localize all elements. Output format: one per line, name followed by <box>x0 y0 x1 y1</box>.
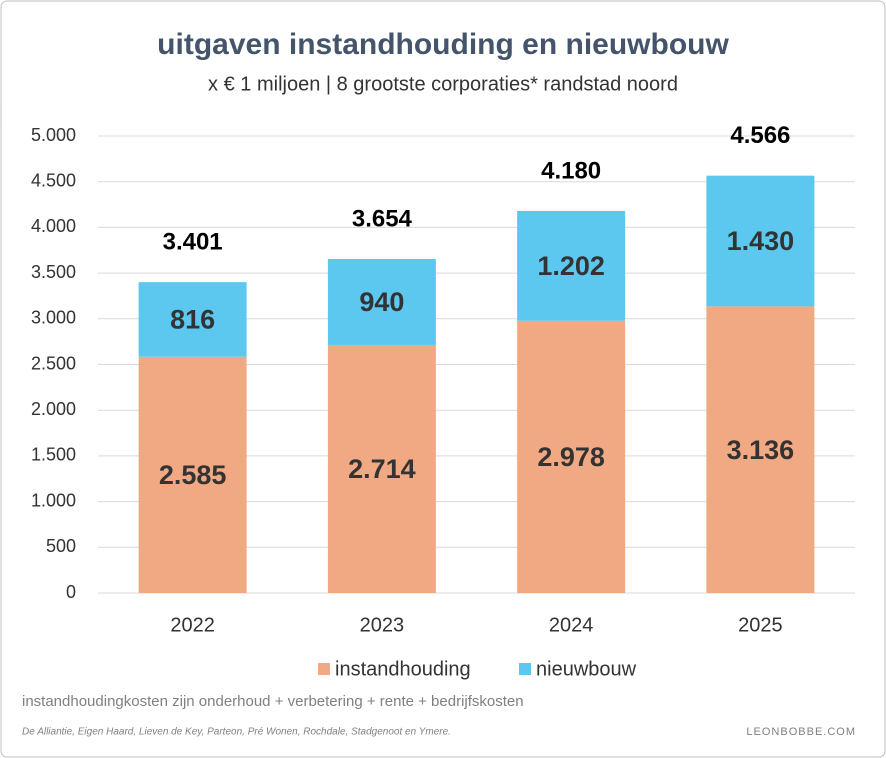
x-tick-label: 2024 <box>549 614 594 636</box>
bar-segment <box>517 320 626 593</box>
chart-subtitle: x € 1 miljoen | 8 grootste corporaties* … <box>208 73 678 95</box>
value-label: 2.978 <box>537 442 605 472</box>
legend-swatch <box>519 663 531 675</box>
y-tick-label: 1.500 <box>31 445 76 465</box>
x-tick-label: 2025 <box>738 614 783 636</box>
value-label: 3.136 <box>727 435 795 465</box>
bar-segment <box>706 306 815 593</box>
value-label: 1.202 <box>537 251 605 281</box>
bar-segment <box>517 210 626 321</box>
total-label: 3.401 <box>163 228 223 255</box>
legend-swatch <box>318 663 330 675</box>
total-label: 3.654 <box>352 205 413 232</box>
bar-segment <box>706 175 815 307</box>
legend-label: nieuwbouw <box>536 658 637 680</box>
legend-label: instandhouding <box>335 658 471 680</box>
x-tick-label: 2022 <box>170 614 215 636</box>
value-label: 2.585 <box>159 460 227 490</box>
y-tick-label: 3.500 <box>31 262 76 282</box>
note: instandhoudingkosten zijn onderhoud + ve… <box>22 693 524 710</box>
y-tick-label: 2.000 <box>31 399 76 419</box>
bar-segment <box>138 282 247 357</box>
credit: LEONBOBBE.COM <box>746 726 856 738</box>
y-tick-label: 4.500 <box>31 170 76 190</box>
x-tick-label: 2023 <box>360 614 405 636</box>
y-tick-label: 3.000 <box>31 308 76 328</box>
sources: De Alliantie, Eigen Haard, Lieven de Key… <box>22 727 451 738</box>
value-label: 2.714 <box>348 454 416 484</box>
value-label: 940 <box>359 287 404 317</box>
y-tick-label: 5.000 <box>31 125 76 145</box>
total-label: 4.566 <box>730 122 790 149</box>
bar-segment <box>138 356 247 593</box>
bar-segment <box>327 259 436 345</box>
total-label: 4.180 <box>541 157 601 184</box>
y-tick-label: 1.000 <box>31 490 76 510</box>
y-tick-label: 2.500 <box>31 353 76 373</box>
value-label: 816 <box>170 305 215 335</box>
chart-title: uitgaven instandhouding en nieuwbouw <box>157 28 729 61</box>
bar-segment <box>327 344 436 593</box>
value-label: 1.430 <box>727 226 795 256</box>
y-tick-label: 500 <box>46 536 76 556</box>
y-tick-label: 0 <box>66 582 76 602</box>
y-tick-label: 4.000 <box>31 216 76 236</box>
